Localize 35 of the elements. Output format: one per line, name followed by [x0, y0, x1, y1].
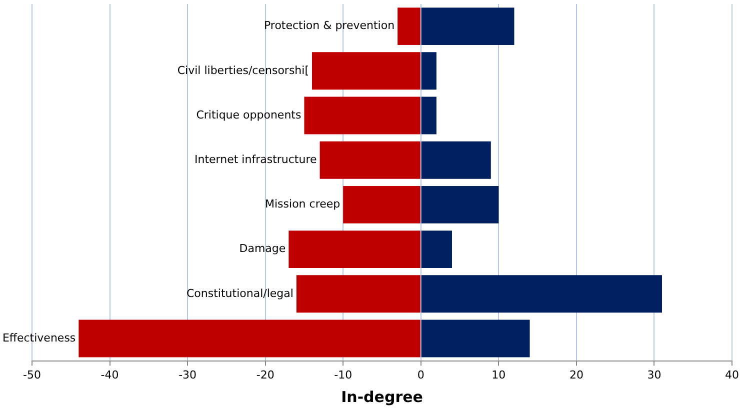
bar	[78, 320, 420, 358]
bar	[421, 96, 436, 134]
bar	[288, 230, 420, 268]
bar	[398, 8, 420, 46]
bar	[421, 320, 530, 358]
y-tick-label: Protection & prevention	[264, 19, 395, 32]
x-tick-label: 0	[417, 368, 424, 382]
y-tick-label: Critique opponents	[196, 108, 302, 122]
bar	[343, 186, 420, 224]
x-tick-label: 20	[569, 368, 584, 382]
x-axis-title: In-degree	[341, 388, 423, 406]
bar	[304, 96, 420, 134]
y-tick-label: Effectiveness	[2, 331, 76, 344]
x-tick-label: 30	[647, 368, 662, 382]
x-tick-label: -20	[256, 368, 274, 382]
bar	[421, 8, 514, 46]
x-tick-label: -50	[23, 368, 41, 382]
bar	[312, 52, 420, 90]
x-tick-label: 40	[725, 368, 739, 382]
bar	[421, 52, 436, 90]
x-tick-label: 10	[492, 368, 506, 382]
y-tick-label: Mission creep	[265, 198, 340, 211]
x-tick-label: -40	[100, 368, 119, 382]
bar	[421, 275, 662, 313]
x-tick-label: -30	[178, 368, 197, 382]
bar	[421, 141, 491, 179]
bar	[320, 141, 420, 179]
x-tick-label: -10	[334, 368, 352, 382]
y-tick-label: Civil liberties/censorshi[	[177, 64, 309, 77]
y-tick-label: Internet infrastructure	[194, 152, 317, 166]
y-tick-label: Constitutional/legal	[186, 286, 294, 300]
y-tick-label: Damage	[239, 242, 286, 256]
bar	[421, 186, 499, 224]
bar	[296, 275, 420, 313]
bar	[421, 230, 452, 268]
